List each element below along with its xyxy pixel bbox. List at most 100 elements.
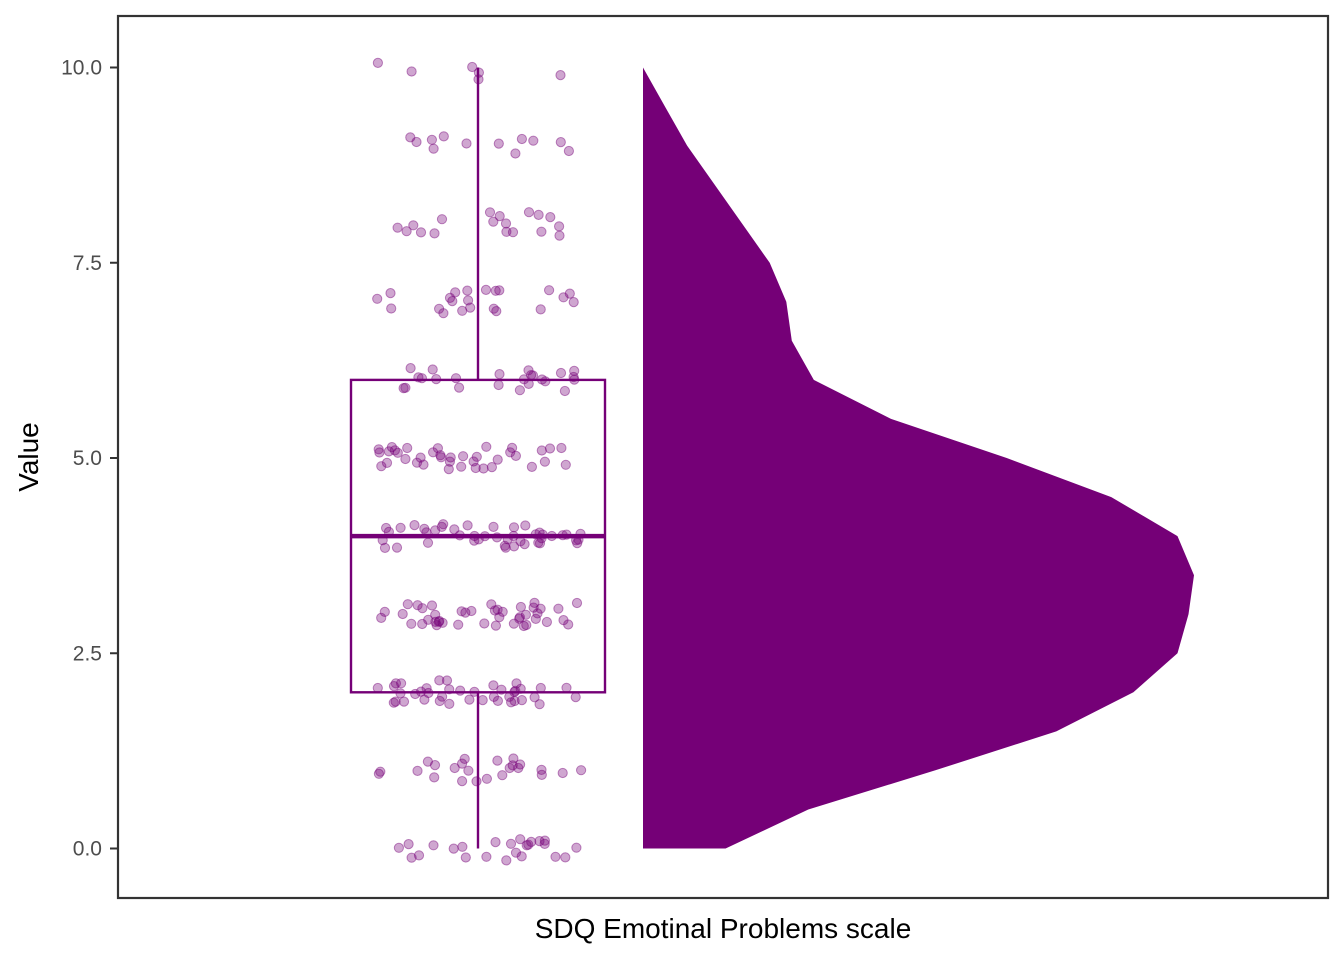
data-point — [521, 619, 532, 631]
data-point — [376, 461, 387, 472]
data-point — [467, 61, 478, 73]
data-point — [523, 839, 534, 850]
data-point — [372, 293, 383, 304]
data-point — [515, 834, 526, 845]
data-point — [456, 461, 467, 472]
data-point — [571, 842, 582, 853]
data-point — [494, 211, 505, 222]
data-point — [507, 760, 518, 771]
data-point — [492, 604, 503, 615]
data-point — [535, 304, 546, 315]
data-point — [520, 520, 531, 531]
data-point — [415, 227, 427, 238]
data-point — [462, 520, 473, 531]
data-point — [539, 456, 551, 467]
data-point — [386, 303, 397, 314]
y-tick-label: 10.0 — [61, 57, 102, 80]
data-point — [535, 603, 546, 614]
data-point — [383, 446, 394, 457]
y-tick-label: 2.5 — [73, 642, 102, 665]
data-point — [510, 847, 522, 858]
data-point — [438, 519, 449, 530]
data-point — [497, 770, 508, 781]
data-point — [572, 538, 583, 549]
data-point — [493, 138, 504, 149]
data-point — [444, 456, 455, 467]
data-point — [466, 605, 477, 617]
data-point — [396, 678, 407, 689]
data-point — [450, 373, 462, 384]
data-point — [468, 456, 479, 467]
data-point — [557, 767, 568, 779]
data-point — [484, 207, 496, 218]
data-point — [403, 839, 414, 850]
data-point — [372, 57, 383, 69]
x-axis-title: SDQ Emotinal Problems scale — [535, 913, 912, 944]
data-point — [508, 618, 520, 629]
data-point — [456, 606, 467, 617]
data-point — [432, 443, 443, 454]
data-point — [505, 447, 516, 458]
data-point — [458, 451, 469, 462]
data-point — [554, 221, 565, 232]
y-tick-label: 5.0 — [73, 447, 102, 470]
data-point — [563, 145, 575, 157]
data-point — [454, 382, 465, 393]
data-point — [506, 697, 517, 708]
data-point — [534, 538, 546, 549]
data-point — [516, 695, 528, 706]
data-point — [461, 138, 472, 149]
data-point — [510, 148, 521, 159]
data-point — [520, 609, 532, 620]
data-point — [465, 302, 476, 313]
data-point — [434, 615, 445, 627]
data-point — [386, 442, 397, 453]
data-point — [381, 522, 392, 534]
data-point — [550, 851, 561, 862]
data-point — [398, 383, 409, 394]
data-point — [457, 776, 468, 787]
data-point — [397, 608, 408, 620]
data-point — [528, 602, 539, 613]
data-point — [429, 772, 440, 783]
data-point — [459, 753, 470, 765]
data-point — [558, 292, 569, 303]
data-point — [488, 303, 499, 314]
data-point — [500, 542, 511, 553]
data-point — [423, 614, 434, 625]
data-point — [553, 603, 564, 614]
data-point — [481, 773, 492, 784]
data-point — [491, 306, 502, 317]
density-layer — [643, 67, 1194, 849]
data-point — [576, 765, 587, 776]
data-point — [534, 699, 545, 710]
data-point — [408, 220, 419, 231]
boxplot — [349, 67, 607, 849]
data-point — [373, 768, 384, 779]
data-point — [402, 442, 413, 454]
data-point — [516, 133, 528, 145]
data-point — [388, 681, 400, 692]
data-point — [412, 600, 423, 611]
data-point — [563, 619, 574, 630]
data-point — [379, 542, 391, 554]
data-point — [419, 523, 430, 534]
data-point — [406, 66, 417, 77]
data-point — [430, 609, 441, 620]
data-point — [490, 285, 501, 296]
data-point — [486, 599, 497, 610]
data-point — [534, 836, 545, 847]
data-point — [504, 762, 515, 774]
data-point — [494, 612, 505, 623]
data-point — [509, 695, 520, 707]
data-point — [460, 607, 471, 618]
data-point — [448, 843, 459, 854]
data-point — [381, 457, 393, 468]
data-point — [564, 288, 575, 299]
data-point — [471, 776, 482, 787]
data-point — [494, 369, 505, 380]
data-point — [437, 617, 448, 628]
data-point — [518, 620, 529, 632]
data-point — [435, 450, 446, 461]
